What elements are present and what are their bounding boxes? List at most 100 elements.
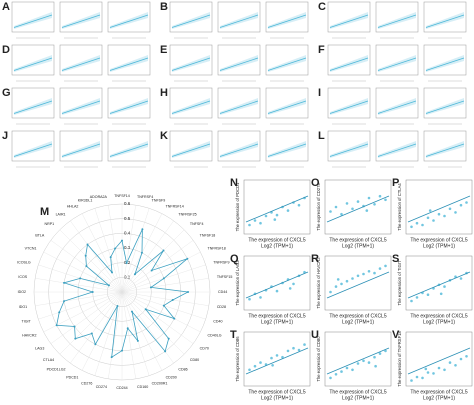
spoke bbox=[59, 229, 123, 293]
y-axis-label: The expression of TIGIT bbox=[397, 260, 402, 306]
scatter-point bbox=[329, 376, 332, 380]
scatter-point bbox=[303, 343, 306, 346]
spoke bbox=[121, 291, 174, 364]
radar-point bbox=[114, 247, 117, 250]
thumbnail-trend bbox=[267, 143, 307, 157]
radar-point bbox=[130, 310, 133, 313]
scatter-point bbox=[373, 355, 376, 359]
spoke bbox=[59, 291, 123, 355]
thumbnail-trend bbox=[61, 14, 101, 28]
trend-line bbox=[245, 347, 309, 375]
x-axis-label: Log2 (TPM+1) bbox=[423, 395, 455, 401]
x-axis-label: Log2 (TPM+1) bbox=[342, 319, 374, 325]
gene-label: TNFRSF14 bbox=[166, 204, 184, 208]
radar-point bbox=[121, 239, 123, 242]
thumbnail-trend bbox=[267, 14, 307, 28]
gene-label: HAVCR2 bbox=[22, 334, 36, 338]
y-axis-label: The expression of LAG3 bbox=[235, 260, 240, 306]
panel-label: M bbox=[40, 206, 49, 218]
scatter-point bbox=[275, 213, 279, 217]
radar-point bbox=[171, 299, 174, 302]
scatter-point bbox=[292, 282, 295, 286]
scatter-point bbox=[426, 293, 430, 297]
radial-tick-label: 0.3 bbox=[124, 245, 131, 250]
spoke bbox=[35, 278, 123, 293]
radar-point bbox=[133, 273, 136, 276]
scatter-point bbox=[373, 203, 376, 206]
radar-point bbox=[107, 284, 110, 287]
panel-label: F bbox=[318, 44, 325, 56]
scatter-point bbox=[270, 356, 273, 360]
spoke bbox=[81, 291, 123, 371]
x-axis-label: The expression of CXCL5 bbox=[248, 237, 305, 243]
x-axis-label: The expression of CXCL5 bbox=[329, 389, 386, 395]
scatter-point bbox=[410, 299, 413, 303]
gene-label: CD28 bbox=[217, 305, 226, 309]
scatter-point bbox=[362, 272, 365, 276]
x-axis-label: The expression of CXCL5 bbox=[248, 313, 305, 319]
spoke bbox=[121, 291, 150, 376]
x-axis-label: Log2 (TPM+1) bbox=[423, 243, 455, 249]
scatter-point bbox=[454, 364, 457, 367]
gene-label: TNFSF9 bbox=[152, 199, 166, 203]
gene-label: TNFRSF25 bbox=[178, 212, 196, 216]
scatter-point bbox=[248, 223, 251, 227]
panel-label: D bbox=[2, 44, 10, 56]
scatter-point bbox=[437, 366, 441, 370]
gene-label: CTLA4 bbox=[43, 358, 54, 362]
radial-tick-label: 0.1 bbox=[124, 275, 131, 280]
scatter-point bbox=[329, 210, 332, 213]
radar-point bbox=[125, 262, 128, 265]
x-axis-label: The expression of CXCL5 bbox=[410, 237, 467, 243]
scatter-point bbox=[465, 355, 468, 358]
gene-label: CD274 bbox=[96, 385, 107, 389]
plot-frame bbox=[243, 331, 311, 387]
thumbnail-trend bbox=[329, 57, 369, 71]
scatter-point bbox=[273, 218, 277, 221]
radar-point bbox=[141, 228, 144, 231]
gene-label: IDO1 bbox=[19, 305, 27, 309]
thumbnail-trend bbox=[61, 57, 101, 71]
spoke bbox=[121, 278, 209, 293]
scatter-point bbox=[329, 290, 332, 294]
radar-point bbox=[109, 256, 112, 259]
radar-point bbox=[140, 251, 143, 254]
gene-label: VTCN1 bbox=[25, 246, 37, 250]
radar-point bbox=[186, 257, 189, 260]
thumbnail-trend bbox=[171, 57, 211, 71]
scatter-point bbox=[459, 277, 463, 280]
scatter-point bbox=[264, 214, 268, 218]
plot-frame bbox=[243, 255, 311, 311]
scatter-point bbox=[459, 357, 463, 361]
gene-label: CD200R1 bbox=[152, 381, 168, 385]
scatter-point bbox=[297, 203, 301, 207]
thumbnail-trend bbox=[13, 14, 53, 28]
scatter-point bbox=[271, 364, 274, 367]
gene-label: PDCD1 bbox=[66, 375, 78, 379]
trend-line bbox=[407, 347, 471, 375]
gene-label: CD160 bbox=[137, 385, 148, 389]
radar-point bbox=[90, 332, 93, 335]
thumbnail-trend bbox=[109, 100, 149, 114]
scatter-point bbox=[334, 373, 338, 376]
panel-label: I bbox=[318, 87, 321, 99]
spoke bbox=[35, 291, 123, 306]
radial-tick-label: 0.6 bbox=[124, 201, 131, 206]
x-axis-label: Log2 (TPM+1) bbox=[342, 243, 374, 249]
y-axis-label: The expression of CTLA4 bbox=[397, 183, 402, 231]
scatter-point bbox=[362, 359, 365, 363]
panel-label: B bbox=[160, 1, 168, 13]
gene-label: TNFSF15 bbox=[217, 275, 233, 279]
gene-label: CD80 bbox=[190, 358, 199, 362]
scatter-point bbox=[373, 271, 376, 275]
thumbnail-trend bbox=[13, 143, 53, 157]
scatter-point bbox=[415, 296, 419, 299]
scatter-point bbox=[367, 361, 371, 364]
radar-point bbox=[84, 254, 87, 257]
radar-point bbox=[150, 269, 153, 272]
thumbnail-trend bbox=[171, 143, 211, 157]
trend-line bbox=[407, 195, 471, 223]
x-axis-label: Log2 (TPM+1) bbox=[261, 243, 293, 249]
thumbnail-trend bbox=[329, 14, 369, 28]
panel-label: Q bbox=[230, 253, 239, 265]
